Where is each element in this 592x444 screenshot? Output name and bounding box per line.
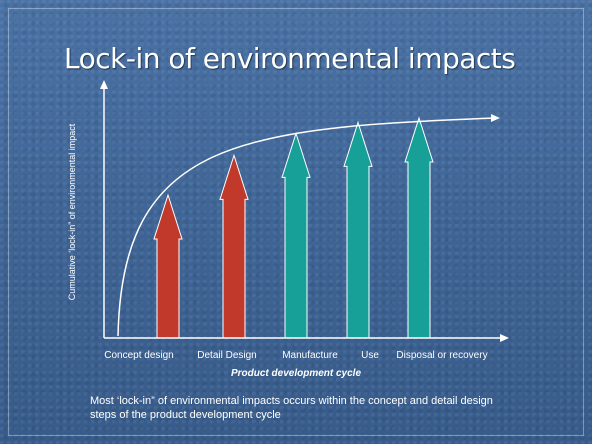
x-axis-arrowhead xyxy=(500,334,509,342)
stage-arrow-disposal-or-recovery xyxy=(404,116,434,339)
x-axis-label: Product development cycle xyxy=(230,368,362,379)
stage-arrow-use xyxy=(343,120,373,339)
y-axis-arrowhead xyxy=(100,80,108,89)
stage-arrow-manufacture xyxy=(281,131,311,339)
slide-caption: Most ‘lock-in” of environmental impacts … xyxy=(90,395,493,421)
stage-label-detail-design: Detail Design xyxy=(197,350,257,361)
stage-arrow-detail-design xyxy=(219,153,249,339)
slide-frame xyxy=(8,8,584,436)
stage-label-disposal-or-recovery: Disposal or recovery xyxy=(396,350,488,361)
slide-title: Lock-in of environmental impacts xyxy=(64,42,516,75)
stage-arrows xyxy=(153,116,434,339)
curve-arrowhead xyxy=(491,114,500,122)
stage-label-use: Use xyxy=(361,350,379,361)
stage-arrow-concept-design xyxy=(153,193,183,339)
stage-label-manufacture: Manufacture xyxy=(282,350,338,361)
stage-label-concept-design: Concept design xyxy=(104,350,174,361)
lock-in-curve xyxy=(117,117,496,337)
